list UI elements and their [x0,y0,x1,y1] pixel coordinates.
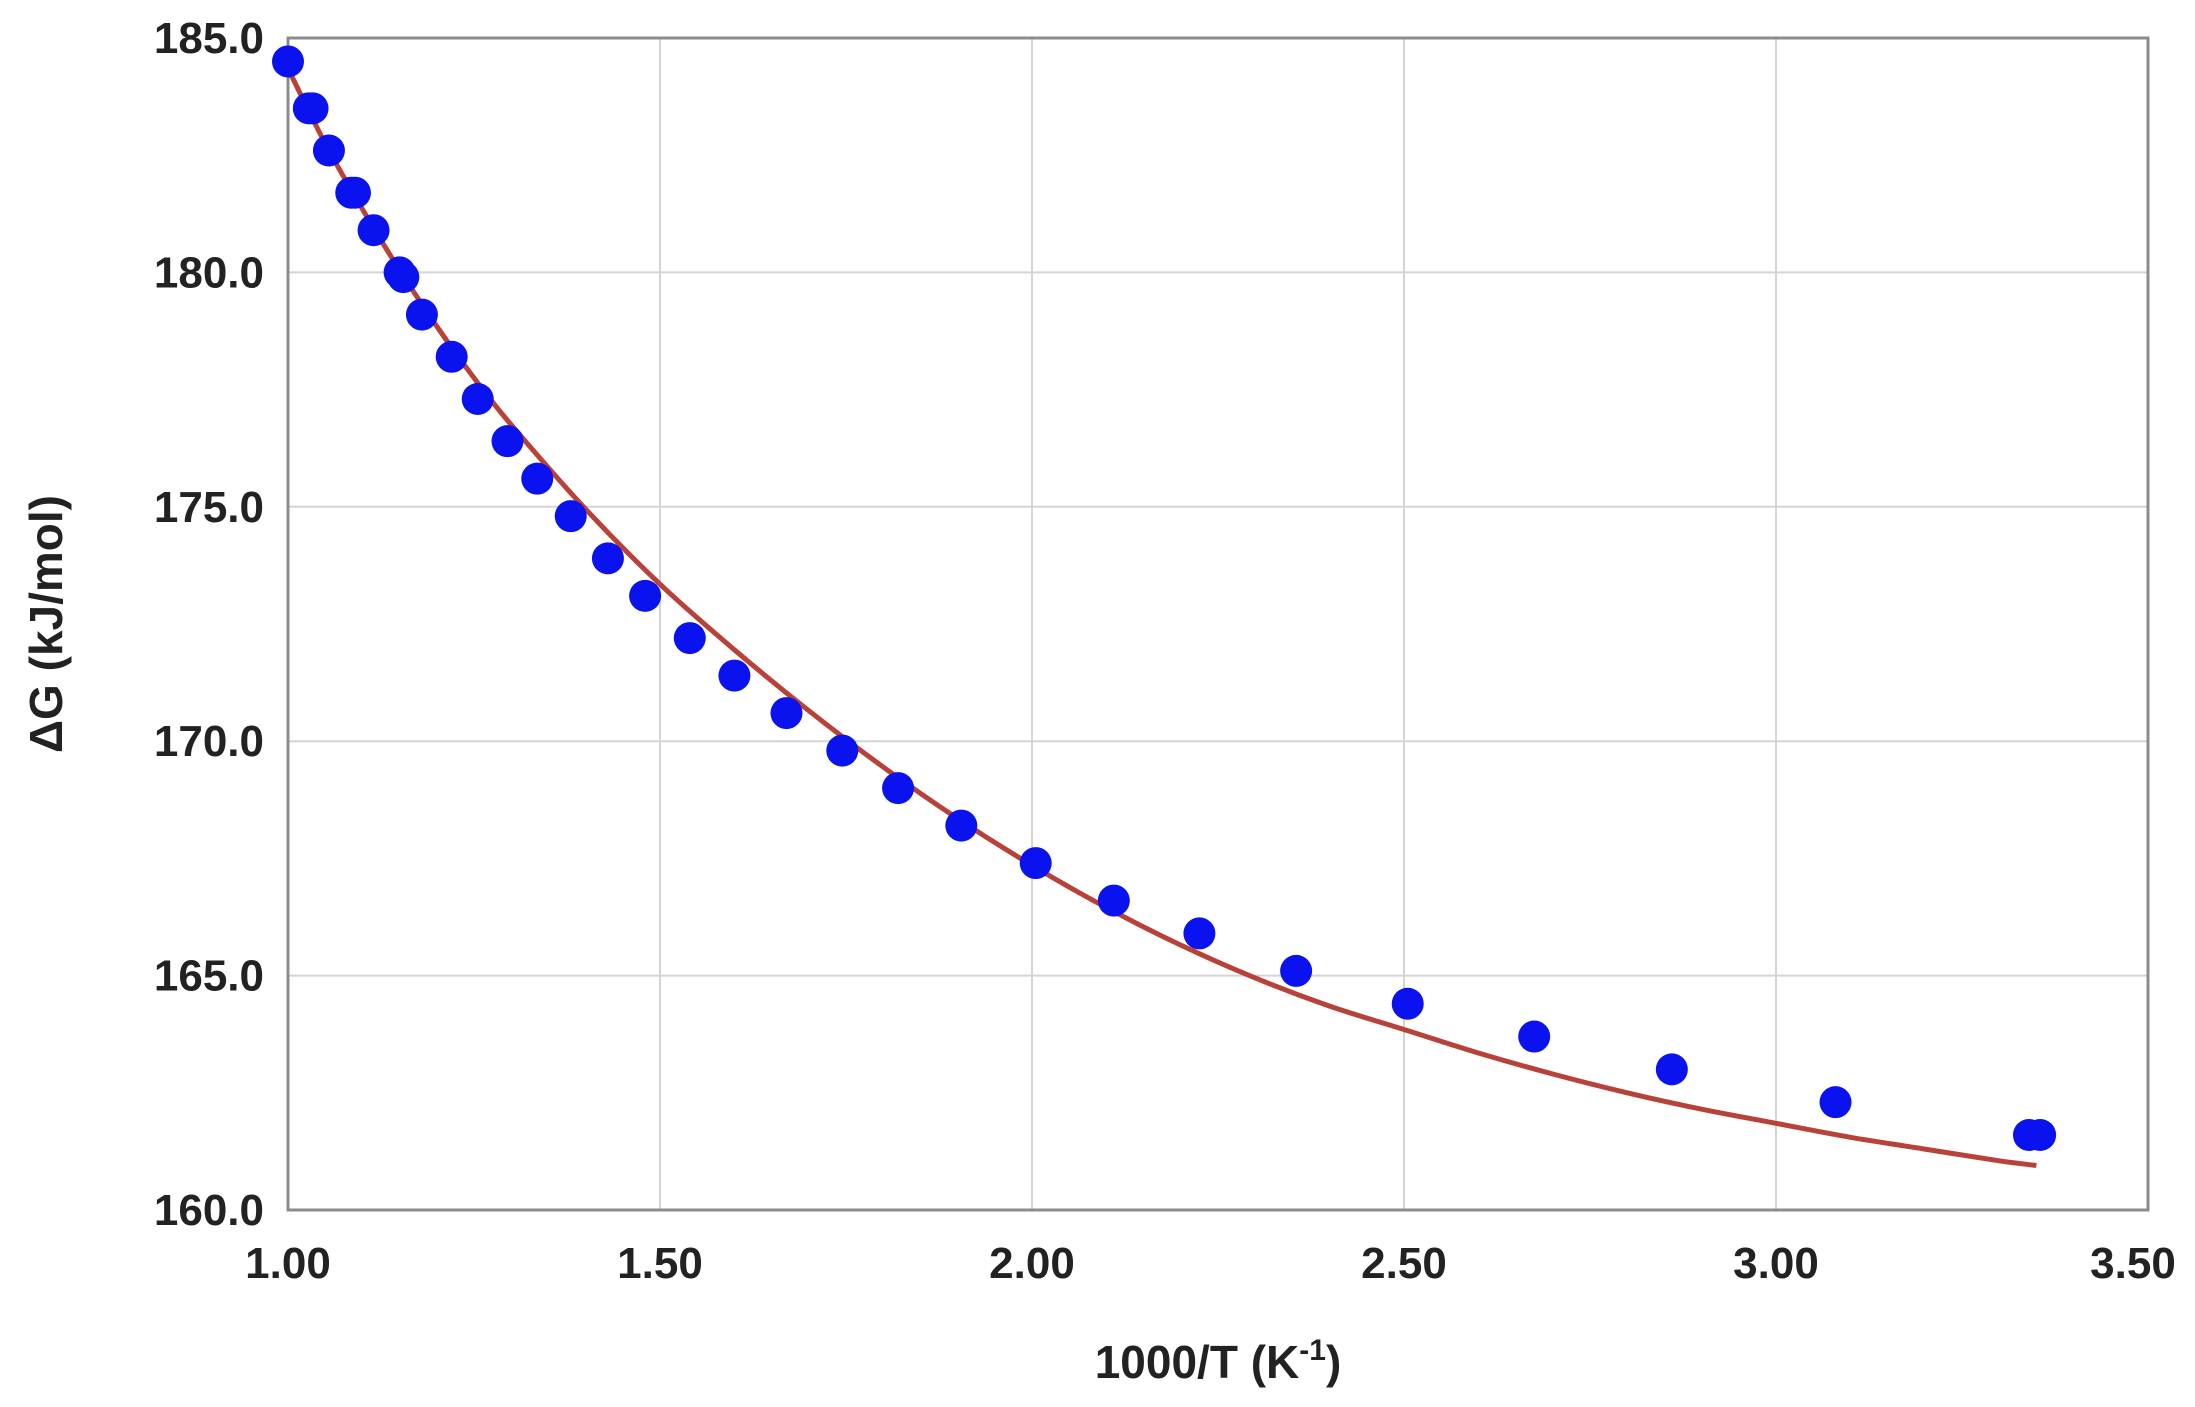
x-tick-label: 3.50 [2090,1239,2176,1288]
x-axis-title-superscript: -1 [1299,1334,1326,1367]
x-axis-title-main: 1000/T (K [1095,1336,1300,1388]
data-point [826,734,859,767]
y-tick-label: 175.0 [154,483,264,532]
data-point [882,772,915,805]
y-tick-label: 160.0 [154,1186,264,1235]
y-axis-title: ΔG (kJ/mol) [20,495,72,753]
data-points [272,45,2057,1151]
data-point [554,500,587,533]
data-point [718,659,751,692]
data-point [1655,1053,1688,1086]
data-point [1819,1086,1852,1119]
data-point [1019,847,1052,880]
data-point [629,579,662,612]
x-tick-label: 1.50 [617,1239,703,1288]
plot-frame [286,36,2150,1212]
x-axis-tick-labels: 1.00 1.50 2.00 2.50 3.00 3.50 [245,1239,2176,1288]
y-tick-label: 165.0 [154,952,264,1001]
data-point [1097,884,1130,917]
data-point [272,45,304,78]
data-point [1183,917,1216,950]
grid-lines [287,37,2149,1211]
data-point [673,622,706,655]
data-point [1391,987,1424,1020]
x-tick-label: 3.00 [1733,1239,1819,1288]
y-axis-tick-labels: 160.0 165.0 170.0 175.0 180.0 185.0 [154,14,264,1235]
y-tick-label: 180.0 [154,248,264,297]
data-point [296,92,329,125]
data-point [461,382,494,415]
data-point [491,425,524,458]
data-point [591,542,624,575]
data-point [435,340,468,373]
y-tick-label: 185.0 [154,14,264,63]
fit-curve [285,67,2037,1168]
data-point [2024,1118,2057,1151]
x-tick-label: 2.00 [989,1239,1075,1288]
data-point [312,134,345,167]
data-point [387,261,420,294]
data-point [1518,1020,1551,1053]
x-axis-title: 1000/T (K-1) [1095,1334,1342,1388]
x-tick-label: 1.00 [245,1239,331,1288]
data-point [770,697,803,730]
data-point [357,214,390,247]
data-point [338,176,371,209]
data-point [1280,954,1313,987]
data-point [521,462,554,495]
x-axis-title-suffix: ) [1326,1336,1341,1388]
x-tick-label: 2.50 [1361,1239,1447,1288]
y-tick-label: 170.0 [154,717,264,766]
data-point [405,298,438,331]
data-point [945,809,978,842]
